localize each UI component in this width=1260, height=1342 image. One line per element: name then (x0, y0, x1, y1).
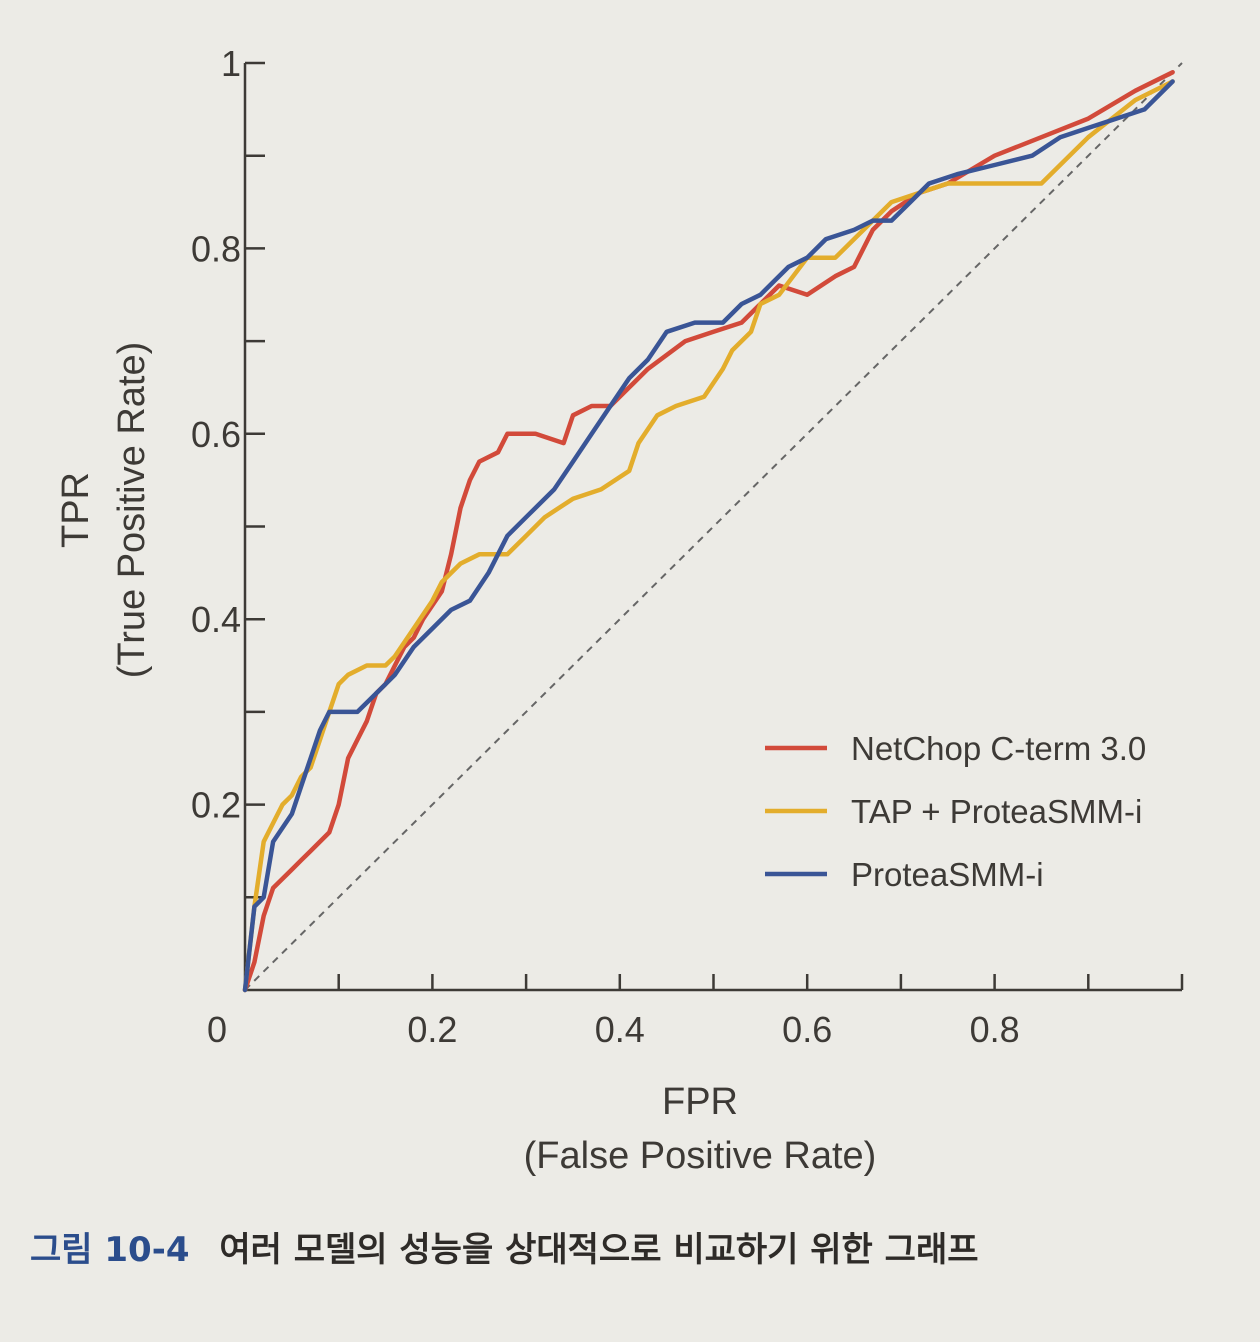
series-line-2 (242, 79, 1175, 993)
legend-label-1: NetChop C-term 3.0 (851, 730, 1146, 767)
y-axis-sublabel: (True Positive Rate) (111, 342, 153, 678)
x-tick-label: 0.4 (595, 1009, 645, 1050)
figure-caption: 그림 10-4 여러 모델의 성능을 상대적으로 비교하기 위한 그래프 (30, 1222, 1240, 1271)
diagonal-line (244, 62, 1183, 991)
x-tick-label: 0 (207, 1009, 227, 1050)
y-tick-label: 0.2 (191, 785, 241, 826)
figure-number: 그림 10-4 (30, 1230, 190, 1270)
x-tick-label: 0.2 (407, 1009, 457, 1050)
x-axis-label: FPR (662, 1081, 738, 1123)
y-tick-label: 0.4 (191, 599, 241, 640)
diagonal-reference (244, 62, 1183, 991)
x-axis-title: FPR (False Positive Rate) (524, 1081, 877, 1177)
series-line-3 (242, 79, 1175, 993)
y-tick-label: 0.8 (191, 228, 241, 269)
y-axis-title: TPR (True Positive Rate) (55, 342, 153, 678)
y-axis-label: TPR (55, 472, 97, 548)
legend-label-2: TAP + ProteaSMM-i (851, 793, 1142, 830)
axes: 0 0.2 0.4 0.6 0.8 0.2 0.4 0.6 0.8 1 (191, 43, 1184, 1050)
legend-label-3: ProteaSMM-i (851, 856, 1044, 893)
x-axis-sublabel: (False Positive Rate) (524, 1135, 877, 1177)
y-tick-label: 0.6 (191, 414, 241, 455)
y-tick-label: 1 (221, 43, 241, 84)
figure-caption-text: 여러 모델의 성능을 상대적으로 비교하기 위한 그래프 (219, 1230, 979, 1270)
roc-chart: 0 0.2 0.4 0.6 0.8 0.2 0.4 0.6 0.8 1 NetChop C-ter… (55, 43, 1184, 1177)
series-lines (242, 70, 1175, 993)
series-line-1 (242, 70, 1175, 993)
x-tick-label: 0.6 (782, 1009, 832, 1050)
legend: NetChop C-term 3.0 TAP + ProteaSMM-i Prote… (765, 730, 1146, 893)
x-tick-label: 0.8 (970, 1009, 1020, 1050)
